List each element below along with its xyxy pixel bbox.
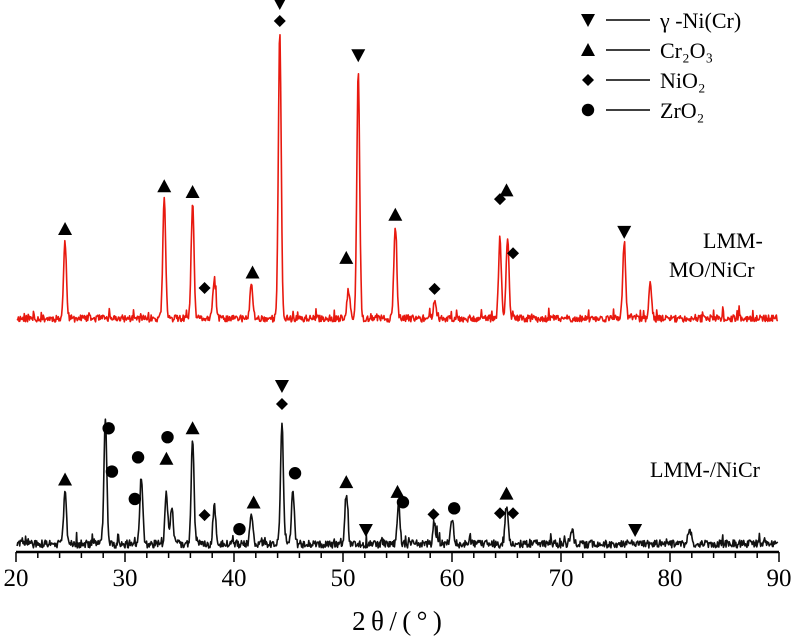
phase-marker-triangle-up-icon <box>390 484 405 498</box>
series-label-black: LMM-/NiCr <box>650 457 761 482</box>
triangle-up-icon <box>581 43 595 56</box>
series-label-line-1: LMM- <box>703 228 763 253</box>
x-tick-label: 70 <box>549 565 574 592</box>
phase-marker-circle-icon <box>128 492 142 506</box>
phase-markers <box>58 0 643 537</box>
series-label-red: LMM- MO/NiCr <box>669 228 763 282</box>
phase-marker-diamond-icon <box>507 247 520 260</box>
x-tick-label: 60 <box>440 565 465 592</box>
legend-item: γ -Ni(Cr) <box>581 8 741 33</box>
x-axis-title: 2 θ / ( ° ) <box>352 606 442 636</box>
phase-marker-circle-icon <box>131 451 145 464</box>
phase-marker-triangle-down-icon <box>274 380 289 394</box>
legend-item: NiO₂ <box>582 68 706 93</box>
phase-marker-triangle-up-icon <box>58 222 73 236</box>
phase-marker-circle-icon <box>161 430 174 444</box>
phase-marker-triangle-up-icon <box>339 475 354 489</box>
legend-item: Cr₂O₃ <box>581 38 713 63</box>
phase-marker-triangle-up-icon <box>185 184 200 198</box>
phase-marker-triangle-up-icon <box>339 250 354 264</box>
phase-marker-triangle-up-icon <box>245 265 260 279</box>
legend-label: Cr₂O₃ <box>660 38 713 63</box>
circle-icon <box>581 103 595 117</box>
series-label-line-1: LMM-/NiCr <box>650 457 761 482</box>
x-tick-label: 80 <box>658 565 683 592</box>
xrd-trace-black <box>16 418 779 549</box>
phase-marker-triangle-up-icon <box>157 179 172 193</box>
phase-marker-triangle-down-icon <box>358 524 373 537</box>
phase-marker-triangle-up-icon <box>499 183 514 197</box>
legend-item: ZrO₂ <box>581 98 704 123</box>
phase-marker-diamond-icon <box>493 507 506 520</box>
x-axis-ticks: 20 30 40 50 60 70 80 90 <box>4 552 792 592</box>
phase-marker-triangle-up-icon <box>388 207 403 221</box>
phase-marker-circle-icon <box>102 422 115 435</box>
phase-marker-triangle-down-icon <box>628 524 643 537</box>
phase-marker-diamond-icon <box>273 14 286 27</box>
phase-marker-circle-icon <box>447 502 461 515</box>
phase-marker-triangle-up-icon <box>499 486 514 500</box>
plot-area <box>16 33 779 549</box>
triangle-down-icon <box>581 14 595 27</box>
phase-marker-diamond-icon <box>428 282 441 295</box>
phase-marker-triangle-up-icon <box>58 472 73 486</box>
legend-label: γ -Ni(Cr) <box>659 8 741 33</box>
legend-label: NiO₂ <box>660 68 706 93</box>
x-tick-label: 50 <box>331 565 356 592</box>
phase-marker-circle-icon <box>288 467 302 480</box>
x-tick-label: 20 <box>4 565 29 592</box>
diamond-icon <box>582 74 594 86</box>
phase-marker-diamond-icon <box>198 509 211 522</box>
phase-marker-triangle-down-icon <box>617 225 632 239</box>
x-tick-label: 90 <box>767 565 792 592</box>
phase-marker-diamond-icon <box>507 507 520 520</box>
legend-label: ZrO₂ <box>660 98 704 123</box>
x-tick-label: 30 <box>113 565 138 592</box>
phase-marker-circle-icon <box>105 465 119 478</box>
x-tick-label: 40 <box>222 565 247 592</box>
phase-marker-circle-icon <box>233 522 246 536</box>
legend: γ -Ni(Cr) Cr₂O₃ NiO₂ ZrO₂ <box>581 8 741 123</box>
phase-marker-diamond-icon <box>198 281 211 294</box>
phase-marker-triangle-up-icon <box>185 421 200 435</box>
phase-marker-diamond-icon <box>275 398 288 411</box>
x-axis: 20 30 40 50 60 70 80 90 <box>4 550 792 592</box>
phase-marker-circle-icon <box>396 496 410 509</box>
series-label-line-2: MO/NiCr <box>669 257 755 282</box>
phase-marker-triangle-down-icon <box>351 49 366 63</box>
phase-marker-triangle-up-icon <box>159 451 174 465</box>
xrd-trace-red <box>16 33 779 323</box>
phase-marker-triangle-up-icon <box>246 495 261 509</box>
phase-marker-triangle-down-icon <box>274 0 286 10</box>
phase-marker-diamond-icon <box>427 508 440 521</box>
